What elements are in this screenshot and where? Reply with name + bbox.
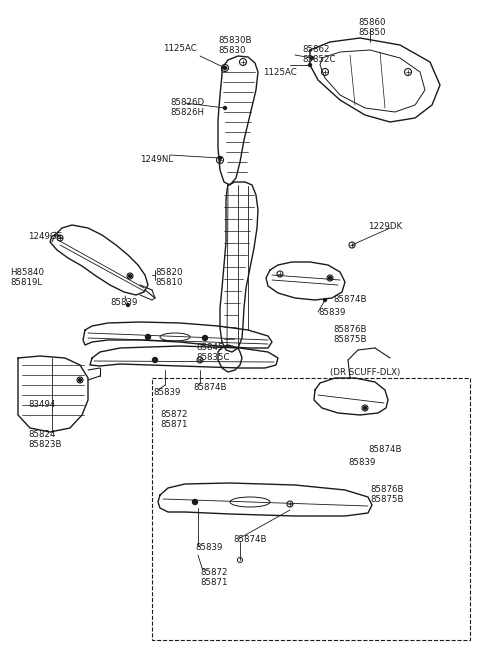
Text: 85872: 85872 <box>200 568 228 577</box>
Text: 85835C: 85835C <box>196 353 229 362</box>
Circle shape <box>224 66 227 70</box>
Text: 83494: 83494 <box>28 400 55 409</box>
Text: 85839: 85839 <box>110 298 137 307</box>
Circle shape <box>192 499 197 504</box>
Text: (DR SCUFF-DLX): (DR SCUFF-DLX) <box>330 368 400 377</box>
Text: 85876B: 85876B <box>333 325 367 334</box>
Circle shape <box>324 298 326 302</box>
Circle shape <box>79 379 82 382</box>
Text: 85875B: 85875B <box>370 495 404 504</box>
Text: 85830B: 85830B <box>218 36 252 45</box>
Text: H85840: H85840 <box>10 268 44 277</box>
Text: 85874B: 85874B <box>368 445 401 454</box>
Text: 85874B: 85874B <box>333 295 367 304</box>
Text: 85845: 85845 <box>196 343 224 352</box>
Text: 1125AC: 1125AC <box>263 68 297 77</box>
Text: 85839: 85839 <box>195 543 222 552</box>
Text: 85874B: 85874B <box>233 535 266 544</box>
Text: 85824: 85824 <box>28 430 56 439</box>
Text: 1249NL: 1249NL <box>140 155 173 164</box>
Text: 85826H: 85826H <box>170 108 204 117</box>
Text: 85823B: 85823B <box>28 440 61 449</box>
Circle shape <box>328 276 332 279</box>
Circle shape <box>218 157 221 159</box>
Circle shape <box>203 335 207 340</box>
Text: 85819L: 85819L <box>10 278 42 287</box>
Text: 85839: 85839 <box>348 458 375 467</box>
Bar <box>152 378 470 640</box>
Text: 1249GE: 1249GE <box>28 232 62 241</box>
Text: 85876B: 85876B <box>370 485 404 494</box>
Text: 85826D: 85826D <box>170 98 204 107</box>
Circle shape <box>311 56 313 60</box>
Text: 85850: 85850 <box>358 28 385 37</box>
Circle shape <box>309 64 312 66</box>
Text: 85810: 85810 <box>155 278 182 287</box>
Text: 1125AC: 1125AC <box>163 44 197 53</box>
Text: 85839: 85839 <box>318 308 346 317</box>
Circle shape <box>127 304 130 306</box>
Text: 85871: 85871 <box>160 420 188 429</box>
Text: 85820: 85820 <box>155 268 182 277</box>
Circle shape <box>129 274 132 277</box>
Circle shape <box>224 106 227 110</box>
Text: 85871: 85871 <box>200 578 228 587</box>
Text: 85852C: 85852C <box>302 55 336 64</box>
Circle shape <box>153 358 157 363</box>
Text: 85874B: 85874B <box>193 383 227 392</box>
Text: 85830: 85830 <box>218 46 245 55</box>
Text: 85839: 85839 <box>153 388 180 397</box>
Text: 85875B: 85875B <box>333 335 367 344</box>
Text: 85860: 85860 <box>358 18 385 27</box>
Circle shape <box>363 407 367 409</box>
Text: 85872: 85872 <box>160 410 188 419</box>
Text: 1229DK: 1229DK <box>368 222 402 231</box>
Circle shape <box>145 335 151 340</box>
Text: 85862: 85862 <box>302 45 329 54</box>
